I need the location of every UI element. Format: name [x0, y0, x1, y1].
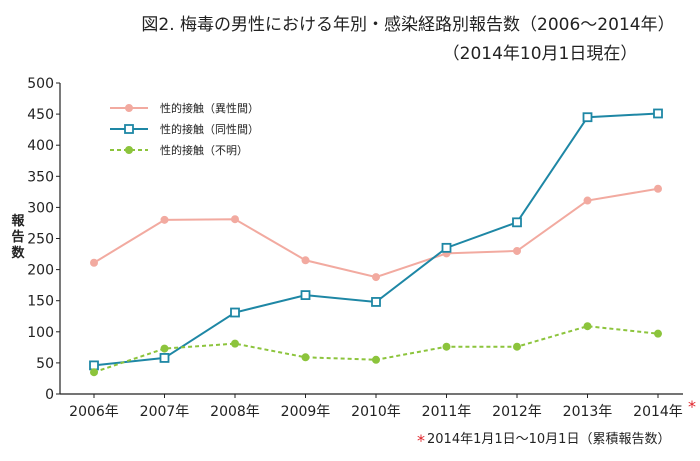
chart-subtitle: （2014年10月1日現在） [443, 44, 638, 64]
legend-label: 性的接触（同性間） [160, 122, 259, 136]
y-tick-label: 450 [27, 107, 54, 123]
data-point [90, 258, 98, 267]
data-point [513, 342, 521, 351]
series-1 [89, 108, 663, 371]
x-tick-labels: 2006年 2007年 2008年 2009年 2010年 2011年 2012年 2013年… [69, 397, 696, 420]
data-point [513, 246, 521, 255]
legend-marker [125, 146, 133, 154]
legend-item: 性的接触（同性間） [110, 122, 259, 136]
y-tick-label: 150 [27, 294, 54, 310]
data-point [159, 353, 170, 363]
y-tick-label: 500 [27, 76, 54, 92]
legend-item: 性的接触（不明） [110, 143, 248, 157]
data-point [231, 215, 239, 224]
data-point [583, 322, 592, 331]
y-tick-label: 100 [27, 325, 54, 341]
legend: 性的接触（異性間） 性的接触（同性間） 性的接触（不明） [110, 101, 259, 157]
data-point [372, 355, 380, 364]
y-axis-label-char: 告 [11, 229, 24, 245]
footnote-asterisk: * [417, 431, 425, 450]
y-tick-label: 250 [27, 232, 54, 248]
data-point [160, 215, 169, 224]
series-layer [89, 108, 663, 377]
data-point [512, 217, 522, 228]
x-tick-asterisk: * [688, 397, 696, 416]
data-point [442, 342, 451, 351]
data-point [653, 108, 663, 119]
legend-label: 性的接触（異性間） [160, 101, 259, 115]
x-tick-label: 2011年 [422, 404, 472, 420]
x-tick-label: 2008年 [210, 404, 260, 420]
y-tick-labels: 0 50 100 150 200 250 300 350 400 450 500 [27, 76, 54, 403]
data-point [89, 360, 99, 371]
y-tick-label: 0 [45, 387, 54, 403]
data-point [654, 184, 662, 193]
data-point [654, 329, 662, 338]
axes [56, 82, 683, 398]
data-point [441, 242, 452, 253]
data-point [90, 368, 98, 377]
data-point [582, 112, 593, 123]
data-point [160, 344, 169, 353]
legend-marker [125, 104, 133, 112]
data-point [231, 339, 239, 348]
chart-title: 図2. 梅毒の男性における年別・感染経路別報告数（2006〜2014年） [141, 15, 674, 35]
legend-item: 性的接触（異性間） [110, 101, 259, 115]
y-tick-label: 350 [27, 169, 54, 185]
data-point [301, 353, 310, 362]
data-point [300, 290, 311, 301]
data-point [372, 273, 380, 282]
y-tick-label: 200 [27, 263, 54, 279]
y-axis-label-char: 数 [11, 245, 25, 261]
y-tick-label: 400 [27, 138, 54, 154]
y-tick-label: 300 [27, 200, 54, 216]
y-axis-label: 報告数 [11, 213, 25, 261]
series-line [93, 187, 659, 279]
x-tick-label: 2014年 [633, 404, 683, 420]
y-tick-label: 50 [36, 356, 54, 372]
x-tick-label: 2009年 [281, 404, 331, 420]
x-tick-label: 2006年 [69, 404, 119, 420]
x-tick-label: 2010年 [351, 404, 401, 420]
data-point [583, 196, 592, 205]
x-tick-label: 2013年 [563, 404, 613, 420]
series-2 [90, 322, 662, 377]
legend-label: 性的接触（不明） [160, 143, 248, 157]
data-point [301, 256, 310, 265]
legend-marker [124, 124, 134, 134]
data-point [230, 307, 240, 318]
x-tick-label: 2007年 [140, 404, 190, 420]
y-axis-label-char: 報 [11, 213, 25, 229]
series-0 [90, 184, 662, 282]
footnote: 2014年1月1日〜10月1日（累積報告数） [427, 432, 670, 447]
x-tick-label: 2012年 [492, 404, 542, 420]
data-point [371, 297, 381, 307]
